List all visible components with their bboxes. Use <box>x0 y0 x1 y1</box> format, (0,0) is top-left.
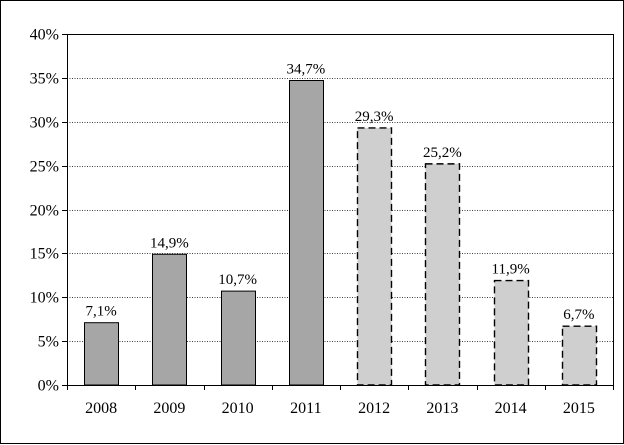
x-tick-label-2015: 2015 <box>563 400 595 417</box>
data-label-2012: 29,3% <box>355 109 394 125</box>
y-tick-label: 5% <box>38 334 59 351</box>
bar-2014[interactable] <box>493 279 530 386</box>
bar-2009[interactable] <box>152 253 187 386</box>
x-tick-label-2012: 2012 <box>358 400 390 417</box>
y-tick-label: 35% <box>30 71 59 88</box>
bar-2013[interactable] <box>424 163 461 386</box>
data-label-2014: 11,9% <box>492 262 530 278</box>
y-tick-label: 40% <box>30 27 59 44</box>
bar-2012[interactable] <box>356 127 393 386</box>
y-tick-label: 25% <box>30 159 59 176</box>
bar-2015[interactable] <box>561 325 598 386</box>
y-tick-label: 30% <box>30 115 59 132</box>
y-tick-label: 10% <box>30 290 59 307</box>
bar-2011[interactable] <box>289 80 324 386</box>
bar-2008[interactable] <box>84 322 119 386</box>
x-tick-label-2010: 2010 <box>222 400 254 417</box>
plot-area <box>67 34 614 386</box>
data-label-2015: 6,7% <box>563 307 594 323</box>
x-tick-label-2008: 2008 <box>85 400 117 417</box>
y-tick-label: 20% <box>30 203 59 220</box>
data-label-2011: 34,7% <box>287 62 326 78</box>
data-label-2008: 7,1% <box>86 304 117 320</box>
y-tick-label: 15% <box>30 246 59 263</box>
x-tick-label-2011: 2011 <box>290 400 321 417</box>
data-label-2010: 10,7% <box>218 272 257 288</box>
data-label-2013: 25,2% <box>423 145 462 161</box>
x-tick-label-2009: 2009 <box>153 400 185 417</box>
x-tick-label-2014: 2014 <box>495 400 527 417</box>
data-label-2009: 14,9% <box>150 235 189 251</box>
y-tick-label: 0% <box>38 378 59 395</box>
x-tick-label-2013: 2013 <box>426 400 458 417</box>
bar-2010[interactable] <box>221 290 256 386</box>
